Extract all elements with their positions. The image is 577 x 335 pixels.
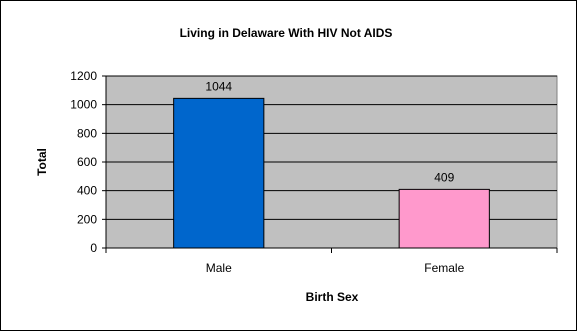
x-tick-label-male: Male [206, 261, 232, 275]
y-tick-label: 200 [77, 212, 97, 226]
x-axis-ticks: Male Female [105, 248, 558, 275]
bar-chart: Living in Delaware With HIV Not AIDS 0 20… [35, 26, 558, 304]
bars [173, 97, 490, 249]
y-axis-label: Total [35, 148, 49, 176]
bar-female [398, 188, 490, 249]
x-axis-label: Birth Sex [306, 290, 359, 304]
y-tick-label: 1000 [70, 98, 97, 112]
y-axis-ticks: 0 200 400 600 800 1000 1200 [70, 69, 106, 255]
y-tick-label: 400 [77, 184, 97, 198]
data-label-male: 1044 [205, 79, 232, 93]
data-label-female: 409 [434, 170, 454, 184]
y-tick-label: 1200 [70, 69, 97, 83]
bar-male [173, 97, 265, 249]
y-tick-label: 600 [77, 155, 97, 169]
x-tick-label-female: Female [424, 261, 464, 275]
y-tick-label: 800 [77, 126, 97, 140]
y-tick-label: 0 [90, 241, 97, 255]
data-labels: 1044 409 [205, 79, 454, 184]
chart-title: Living in Delaware With HIV Not AIDS [180, 26, 393, 40]
